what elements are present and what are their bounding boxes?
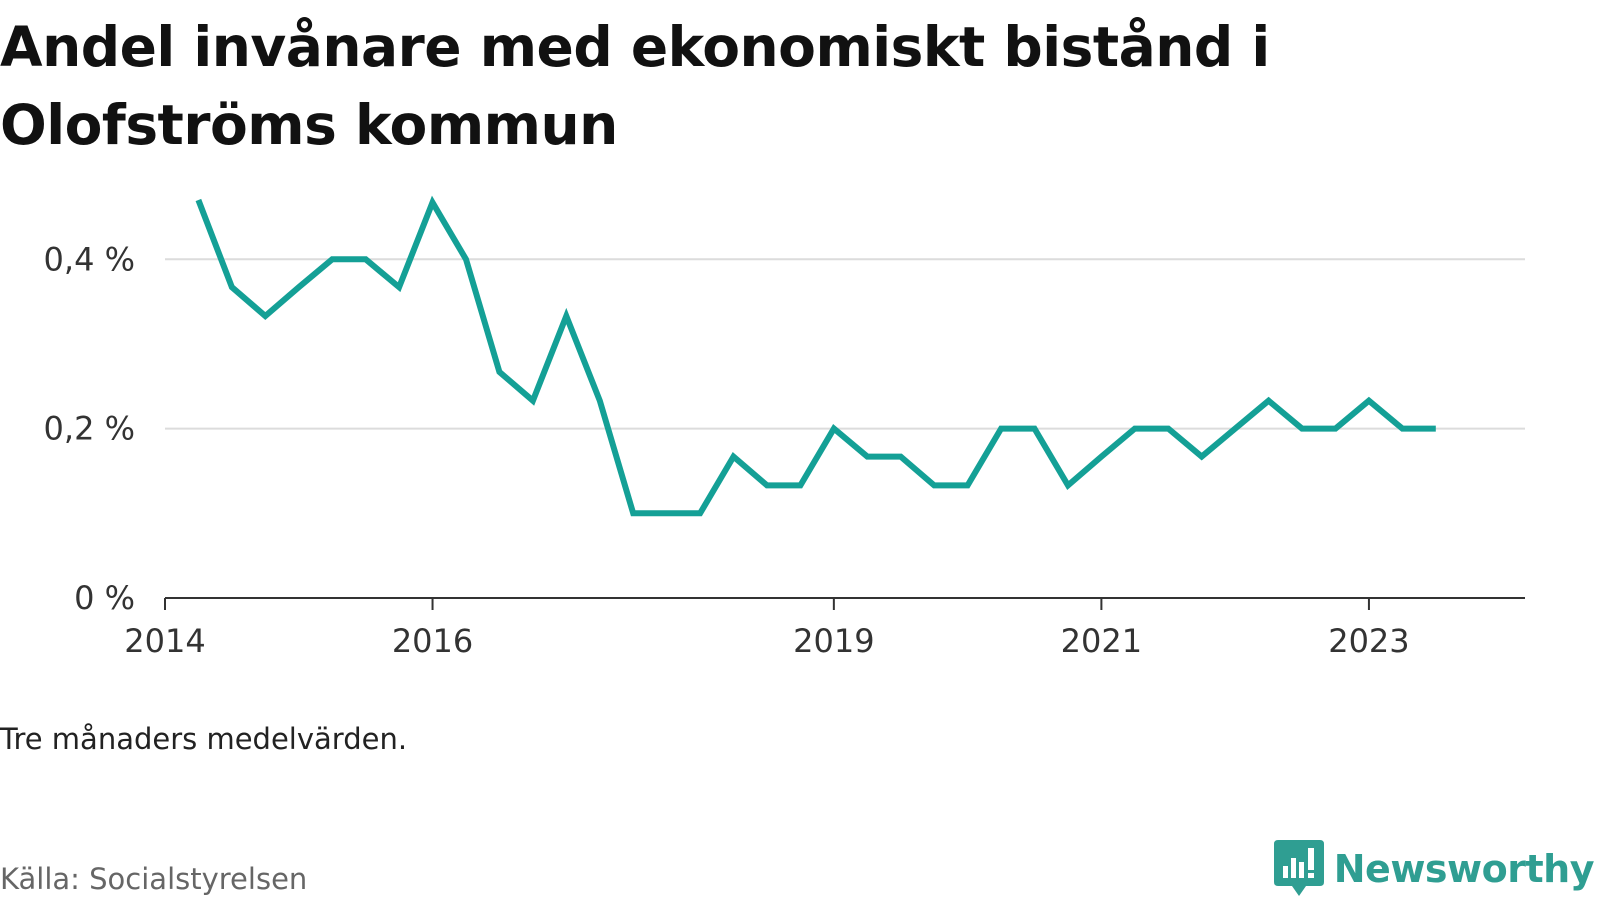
data-point [1065, 482, 1071, 488]
data-point [229, 284, 235, 290]
data-point [396, 284, 402, 290]
data-point [1333, 426, 1339, 432]
gridlines [165, 258, 1525, 430]
x-tick-label: 2016 [392, 622, 473, 660]
chart-title: Andel invånare med ekonomiskt bistånd i … [0, 15, 1270, 157]
data-point [463, 256, 469, 262]
data-point [329, 256, 335, 262]
y-tick-label: 0,2 % [44, 410, 135, 448]
data-point [1032, 426, 1038, 432]
data-point [664, 510, 670, 516]
data-point [831, 426, 837, 432]
data-point [898, 454, 904, 460]
data-point [1098, 454, 1104, 460]
data-point [931, 482, 937, 488]
series-layer [195, 195, 1439, 517]
series-line [195, 195, 1436, 517]
x-tick-label: 2019 [793, 622, 874, 660]
data-point [998, 426, 1004, 432]
data-point [797, 482, 803, 488]
data-point [1266, 398, 1272, 404]
data-point [1132, 426, 1138, 432]
x-axis-labels: 2014 2016 2019 2021 2023 [124, 622, 1409, 660]
data-point [563, 313, 569, 319]
data-point [430, 200, 436, 206]
data-point [530, 398, 536, 404]
y-tick-label: 0,4 % [44, 240, 135, 278]
data-point [965, 482, 971, 488]
newsworthy-chart-bubble-icon [1273, 840, 1324, 896]
data-point [496, 369, 502, 375]
data-point [597, 398, 603, 404]
data-point [764, 482, 770, 488]
data-point [864, 454, 870, 460]
data-point [1165, 426, 1171, 432]
data-point [1399, 426, 1405, 432]
data-point [296, 284, 302, 290]
x-axis [164, 597, 1525, 610]
y-axis-labels: 0 % 0,2 % 0,4 % [44, 240, 135, 617]
brand-name: Newsworthy [1333, 847, 1595, 891]
data-point [731, 454, 737, 460]
x-tick-label: 2021 [1061, 622, 1142, 660]
data-point [195, 197, 201, 203]
source-credit: Källa: Socialstyrelsen [0, 862, 308, 896]
data-point [1232, 426, 1238, 432]
data-point [1366, 398, 1372, 404]
data-point [363, 256, 369, 262]
data-point [1433, 426, 1439, 432]
data-point [1199, 454, 1205, 460]
chart-note: Tre månaders medelvärden. [0, 722, 408, 756]
data-point [630, 510, 636, 516]
data-point [697, 510, 703, 516]
y-tick-label: 0 % [74, 579, 135, 617]
brand-logo-group: Newsworthy [1273, 840, 1595, 898]
data-point [262, 313, 268, 319]
x-tick-label: 2014 [124, 622, 205, 660]
x-tick-label: 2023 [1328, 622, 1409, 660]
data-point [1299, 426, 1305, 432]
